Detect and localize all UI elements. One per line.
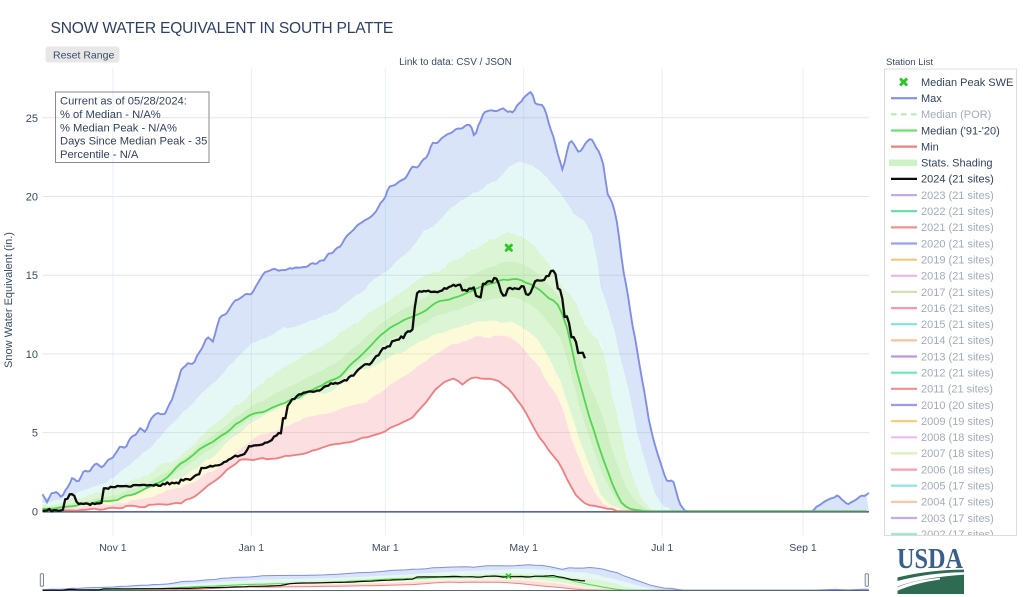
svg-text:2015 (21 sites): 2015 (21 sites) bbox=[921, 319, 994, 331]
svg-text:2021 (21 sites): 2021 (21 sites) bbox=[921, 222, 994, 234]
svg-text:10: 10 bbox=[26, 349, 38, 361]
svg-text:2008 (18 sites): 2008 (18 sites) bbox=[921, 432, 994, 444]
svg-text:2019 (21 sites): 2019 (21 sites) bbox=[921, 255, 994, 267]
svg-text:Current as of 05/28/2024:: Current as of 05/28/2024: bbox=[60, 96, 187, 108]
svg-text:2022 (21 sites): 2022 (21 sites) bbox=[921, 206, 994, 218]
svg-text:Jul 1: Jul 1 bbox=[651, 542, 673, 554]
svg-text:2020 (21 sites): 2020 (21 sites) bbox=[921, 238, 994, 250]
svg-text:2013 (21 sites): 2013 (21 sites) bbox=[921, 351, 994, 363]
svg-text:25: 25 bbox=[26, 113, 38, 125]
svg-text:Days Since Median Peak - 35: Days Since Median Peak - 35 bbox=[60, 136, 207, 148]
svg-text:2009 (19 sites): 2009 (19 sites) bbox=[921, 416, 994, 428]
svg-text:Median (POR): Median (POR) bbox=[921, 109, 991, 121]
svg-text:0: 0 bbox=[32, 506, 38, 518]
svg-text:Stats. Shading: Stats. Shading bbox=[921, 158, 993, 170]
svg-text:2016 (21 sites): 2016 (21 sites) bbox=[921, 303, 994, 315]
svg-text:Median ('91-'20): Median ('91-'20) bbox=[921, 125, 1000, 137]
svg-text:Sep 1: Sep 1 bbox=[789, 542, 817, 554]
svg-text:Snow Water Equivalent (in.): Snow Water Equivalent (in.) bbox=[3, 232, 15, 368]
svg-text:2024 (21 sites): 2024 (21 sites) bbox=[921, 174, 994, 186]
svg-text:2018 (21 sites): 2018 (21 sites) bbox=[921, 271, 994, 283]
svg-text:Percentile - N/A: Percentile - N/A bbox=[60, 149, 139, 161]
svg-text:Mar 1: Mar 1 bbox=[372, 542, 399, 554]
svg-text:2012 (21 sites): 2012 (21 sites) bbox=[921, 368, 994, 380]
svg-text:2010 (20 sites): 2010 (20 sites) bbox=[921, 400, 994, 412]
svg-text:Reset Range: Reset Range bbox=[53, 50, 114, 62]
svg-text:20: 20 bbox=[26, 192, 38, 204]
svg-text:% of Median - N/A%: % of Median - N/A% bbox=[60, 109, 161, 121]
svg-text:2023 (21 sites): 2023 (21 sites) bbox=[921, 190, 994, 202]
svg-text:15: 15 bbox=[26, 270, 38, 282]
svg-text:2003 (17 sites): 2003 (17 sites) bbox=[921, 513, 994, 525]
svg-text:May 1: May 1 bbox=[509, 542, 538, 554]
svg-text:Nov 1: Nov 1 bbox=[99, 542, 127, 554]
svg-text:5: 5 bbox=[32, 428, 38, 440]
svg-text:2017 (21 sites): 2017 (21 sites) bbox=[921, 287, 994, 299]
svg-text:Max: Max bbox=[921, 93, 942, 105]
svg-text:Link to data: CSV / JSON: Link to data: CSV / JSON bbox=[399, 57, 512, 68]
svg-text:2002 (17 sites): 2002 (17 sites) bbox=[921, 529, 994, 541]
svg-text:2006 (18 sites): 2006 (18 sites) bbox=[921, 464, 994, 476]
svg-text:Jan 1: Jan 1 bbox=[238, 542, 264, 554]
svg-text:% Median Peak - N/A%: % Median Peak - N/A% bbox=[60, 122, 177, 134]
svg-text:2004 (17 sites): 2004 (17 sites) bbox=[921, 497, 994, 509]
svg-text:2011 (21 sites): 2011 (21 sites) bbox=[921, 384, 993, 396]
svg-text:2005 (17 sites): 2005 (17 sites) bbox=[921, 481, 994, 493]
svg-text:2007 (18 sites): 2007 (18 sites) bbox=[921, 448, 994, 460]
svg-text:Min: Min bbox=[921, 141, 939, 153]
svg-text:Station List: Station List bbox=[886, 57, 933, 68]
svg-text:SNOW WATER EQUIVALENT IN SOUTH: SNOW WATER EQUIVALENT IN SOUTH PLATTE bbox=[51, 20, 394, 37]
svg-text:Median Peak SWE: Median Peak SWE bbox=[921, 77, 1013, 89]
svg-text:2014 (21 sites): 2014 (21 sites) bbox=[921, 335, 994, 347]
